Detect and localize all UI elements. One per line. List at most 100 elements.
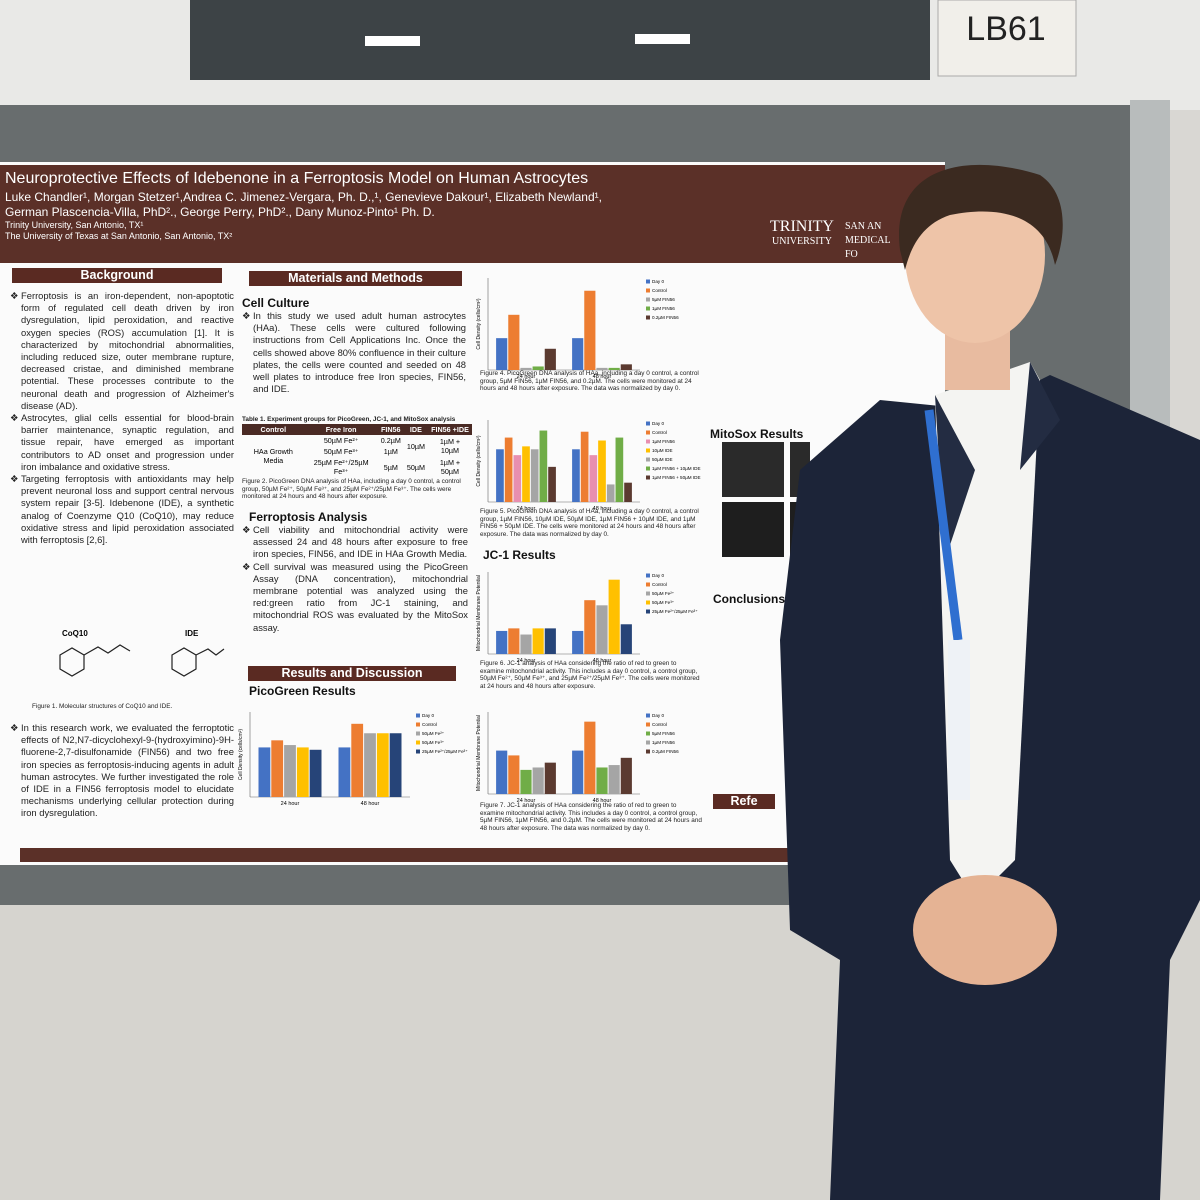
legend-swatch [646, 731, 650, 736]
legend-label: Day 0 [652, 573, 664, 578]
bar [296, 747, 309, 797]
legend-label: 1µM FIN56 + 10µM IDE [652, 466, 701, 471]
legend-swatch [646, 466, 650, 471]
poster-title: Neuroprotective Effects of Idebenone in … [5, 170, 589, 187]
bar [389, 733, 402, 797]
sign [937, 0, 1077, 77]
legend-swatch [646, 439, 650, 444]
bar [364, 733, 376, 797]
table-cell: 1µM + 10µM [439, 437, 461, 455]
bar [309, 749, 322, 797]
bullet: Targeting ferroptosis with antioxidants … [21, 473, 234, 546]
legend-label: Day 0 [652, 713, 664, 718]
legend-swatch [646, 573, 650, 578]
bar [508, 755, 520, 794]
bar [338, 747, 351, 797]
legend-swatch [646, 315, 650, 320]
poster-footer [20, 848, 820, 862]
x-tick-label: 24 hour [517, 506, 536, 512]
bar [544, 762, 556, 794]
logo: SAN AN MEDICAL FO [845, 220, 905, 262]
microscopy-image [722, 502, 784, 557]
logo-text: MEDICAL FO [845, 235, 891, 260]
legend-swatch [646, 749, 650, 754]
bar [544, 348, 556, 370]
table-header: Free Iron [304, 424, 378, 435]
bullet: Astrocytes, glial cells essential for bl… [21, 412, 234, 473]
legend-label: 0.2µM FIN56 [652, 315, 679, 320]
table-cell: 25µM Fe²⁺/25µM Fe³⁺ [313, 458, 369, 476]
bar [520, 634, 532, 654]
bar [572, 750, 584, 794]
section-heading: Results and Discussion [248, 666, 456, 681]
bullet-list: In this research work, we evaluated the … [8, 722, 234, 820]
bar [620, 757, 632, 794]
figure-caption: Figure 4. PicoGreen DNA analysis of HAa,… [480, 370, 699, 393]
x-tick-label: 24 hour [517, 798, 536, 804]
ceiling-beams [190, 0, 930, 80]
legend-label: 5µM FIN56 [652, 297, 675, 302]
bar [584, 721, 596, 794]
bar [496, 338, 508, 370]
bar [598, 440, 606, 502]
bar [580, 431, 589, 502]
table-cell: 50µM [406, 462, 425, 472]
bar [351, 723, 364, 797]
table: Control Free Iron FIN56 IDE FIN56 +IDE HAa G… [242, 424, 472, 477]
table-cell: 1µM + 50µM [439, 458, 461, 476]
bar [544, 628, 556, 654]
affiliation: Trinity University, San Antonio, TX¹ [5, 220, 144, 230]
legend-label: 50µM Fe²⁺ [422, 731, 445, 736]
legend-swatch [646, 740, 650, 745]
x-tick-label: 48 hour [593, 374, 612, 380]
molecule-label: IDE [185, 629, 199, 638]
bar [504, 437, 513, 502]
table-header: Control [242, 424, 305, 435]
subheading: Conclusions [713, 592, 786, 606]
x-tick-label: 24 hour [517, 374, 536, 380]
bar [596, 367, 608, 370]
table-caption: Table 1. Experiment groups for PicoGreen… [242, 416, 456, 423]
molecule-drawings [59, 644, 225, 677]
legend-swatch [416, 740, 420, 745]
bar [520, 367, 532, 370]
legend-swatch [646, 457, 650, 462]
authors: German Plascencia-Villa, PhD²., George P… [5, 205, 435, 219]
bar [608, 765, 620, 794]
legend-swatch [416, 749, 420, 754]
legend-label: 50µM IDE [652, 457, 673, 462]
legend-label: Control [652, 288, 667, 293]
bar [496, 630, 508, 654]
bar [572, 338, 584, 370]
legend-label: Day 0 [422, 713, 434, 718]
legend-label: 5µM FIN56 [652, 731, 675, 736]
table-cell: HAa Growth Media [253, 447, 293, 465]
bar [496, 750, 508, 794]
bar [532, 366, 544, 370]
bullet: In this study we used adult human astroc… [253, 310, 466, 395]
legend-label: 50µM Fe³⁺ [422, 740, 445, 745]
table-cell: 50µM Fe²⁺ [323, 436, 359, 445]
legend-label: 1µM FIN56 [652, 306, 675, 311]
legend-label: Day 0 [652, 279, 664, 284]
y-axis-label: Cell Density (cells/cm²) [476, 298, 482, 349]
y-axis-label: Cell Density (cells/cm²) [476, 435, 482, 486]
x-tick-label: 48 hour [593, 798, 612, 804]
poster-header [0, 165, 945, 263]
y-axis-label: Cell Density (cells/cm²) [238, 729, 244, 780]
person [780, 164, 1200, 1200]
subheading: PicoGreen Results [249, 684, 356, 698]
section-heading: Materials and Methods [249, 271, 462, 286]
bar [513, 455, 522, 502]
legend-label: 10µM IDE [652, 448, 673, 453]
table-cell: 10µM [406, 441, 425, 451]
legend-label: Control [652, 582, 667, 587]
legend-label: 0.2µM FIN56 [652, 749, 679, 754]
figure-caption: Figure 7. JC-1 analysis of HAa consideri… [480, 802, 702, 832]
legend-swatch [646, 475, 650, 480]
bullet: Ferroptosis is an iron-dependent, non-ap… [21, 290, 234, 412]
legend-swatch [416, 722, 420, 727]
legend-label: 1µM FIN56 [652, 439, 675, 444]
bar [508, 628, 520, 654]
bar [608, 579, 620, 654]
